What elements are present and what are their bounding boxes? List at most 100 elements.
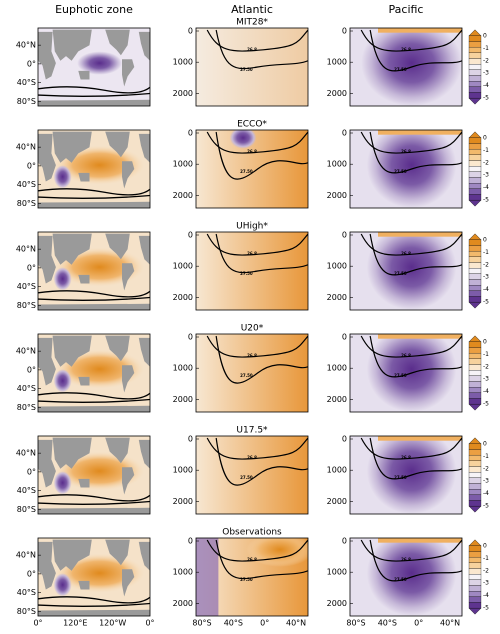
land bbox=[38, 303, 150, 310]
land bbox=[122, 569, 135, 597]
map-y-tick-label: 40°S bbox=[17, 384, 36, 393]
colorbar-label: -4 bbox=[483, 592, 489, 599]
land bbox=[38, 31, 56, 80]
colorbar-cell bbox=[468, 188, 482, 195]
section-y-tick-label: 2000 bbox=[327, 599, 347, 608]
land bbox=[38, 439, 56, 488]
contour-label: 27.50 bbox=[240, 577, 253, 582]
colorbar-label: -5 bbox=[483, 605, 489, 612]
contour bbox=[206, 131, 308, 154]
colorbar-cell bbox=[468, 454, 482, 461]
section-x-tick-label: 40°S bbox=[224, 619, 243, 628]
land bbox=[138, 31, 150, 61]
colorbar-arrow bbox=[468, 199, 482, 207]
colorbar-arrow bbox=[468, 539, 482, 546]
purple-field bbox=[53, 369, 72, 393]
map-panel bbox=[38, 28, 150, 106]
contour bbox=[38, 188, 150, 196]
purple-field bbox=[53, 471, 72, 495]
orange-band bbox=[378, 28, 462, 33]
contour bbox=[369, 131, 462, 174]
colorbar-cell bbox=[468, 92, 482, 99]
contour bbox=[38, 596, 150, 604]
map-y-tick-label: 0° bbox=[27, 365, 36, 374]
map-x-tick-label: 0° bbox=[145, 619, 154, 628]
land bbox=[78, 580, 90, 590]
colorbar-cell bbox=[468, 183, 482, 190]
colorbar-cell bbox=[468, 69, 482, 76]
section-y-tick-label: 1000 bbox=[173, 568, 193, 577]
contour bbox=[206, 29, 308, 52]
column-title: Euphotic zone bbox=[55, 3, 133, 16]
contour bbox=[38, 194, 150, 199]
colorbar-cell bbox=[468, 41, 482, 48]
map-y-tick-label: 0° bbox=[27, 467, 36, 476]
colorbar-cell bbox=[468, 460, 482, 467]
purple-field bbox=[53, 165, 72, 189]
map-y-tick-label: 40°N bbox=[16, 143, 36, 152]
section-y-tick-label: 1000 bbox=[173, 160, 193, 169]
contour-label: 27.50 bbox=[240, 373, 253, 378]
frame bbox=[349, 537, 463, 617]
map-panel bbox=[38, 436, 150, 514]
colorbar-label: -5 bbox=[483, 197, 489, 204]
map-y-tick-label: 40°S bbox=[17, 588, 36, 597]
section-y-tick-label: 1000 bbox=[327, 160, 347, 169]
colorbar-cell bbox=[468, 256, 482, 263]
section-y-tick-label: 2000 bbox=[173, 497, 193, 506]
row: 40°N 0° 40°S 80°S 26.8 27.50 0 1000 2000 26.8 27.5… bbox=[16, 435, 489, 515]
contour bbox=[206, 539, 308, 562]
frame bbox=[195, 27, 309, 107]
section-y-tick-label: 1000 bbox=[173, 58, 193, 67]
frame bbox=[37, 537, 151, 617]
frame bbox=[195, 537, 309, 617]
land bbox=[138, 133, 150, 163]
colorbar-cell bbox=[468, 268, 482, 274]
colorbar-cell bbox=[468, 574, 482, 580]
section-panel bbox=[350, 232, 462, 310]
land bbox=[38, 201, 150, 208]
map-panel bbox=[38, 334, 150, 412]
contour bbox=[215, 539, 308, 580]
colorbar-cell bbox=[468, 46, 482, 53]
section-x-tick-label: 0° bbox=[260, 619, 269, 628]
colorbar-arrow bbox=[468, 437, 482, 444]
frame bbox=[349, 231, 463, 311]
section-y-tick-label: 2000 bbox=[173, 191, 193, 200]
land bbox=[122, 365, 135, 393]
section-y-tick-label: 0 bbox=[188, 537, 193, 546]
section-panel bbox=[196, 334, 308, 412]
section-y-tick-label: 2000 bbox=[327, 395, 347, 404]
contour-label: 27.50 bbox=[394, 475, 407, 480]
land bbox=[38, 133, 56, 182]
colorbar-cell bbox=[468, 160, 482, 167]
orange-band bbox=[378, 232, 462, 237]
colorbar-arrow bbox=[468, 608, 482, 615]
map-y-tick-label: 40°N bbox=[16, 551, 36, 560]
map-y-tick-label: 40°N bbox=[16, 245, 36, 254]
colorbar-cell bbox=[468, 483, 482, 490]
land bbox=[105, 335, 130, 362]
colorbar-cell bbox=[468, 477, 482, 484]
contour bbox=[38, 398, 150, 403]
frame bbox=[349, 129, 463, 209]
column-title: Pacific bbox=[389, 3, 424, 16]
map-panel bbox=[38, 130, 150, 208]
map-y-tick-label: 80°S bbox=[17, 607, 36, 616]
land bbox=[38, 541, 56, 590]
land bbox=[105, 539, 130, 566]
row-title: U20* bbox=[241, 324, 264, 334]
orange-band bbox=[378, 436, 462, 441]
frame bbox=[37, 333, 151, 413]
colorbar-cell bbox=[468, 551, 482, 558]
colorbar-cell bbox=[468, 449, 482, 456]
colorbar-cell bbox=[468, 52, 482, 59]
section-y-tick-label: 0 bbox=[188, 129, 193, 138]
colorbar-cell bbox=[468, 500, 482, 507]
map-panel bbox=[38, 232, 150, 310]
contour bbox=[38, 92, 150, 97]
frame bbox=[195, 129, 309, 209]
section-y-tick-label: 0 bbox=[342, 435, 347, 444]
purple-field bbox=[53, 573, 72, 597]
